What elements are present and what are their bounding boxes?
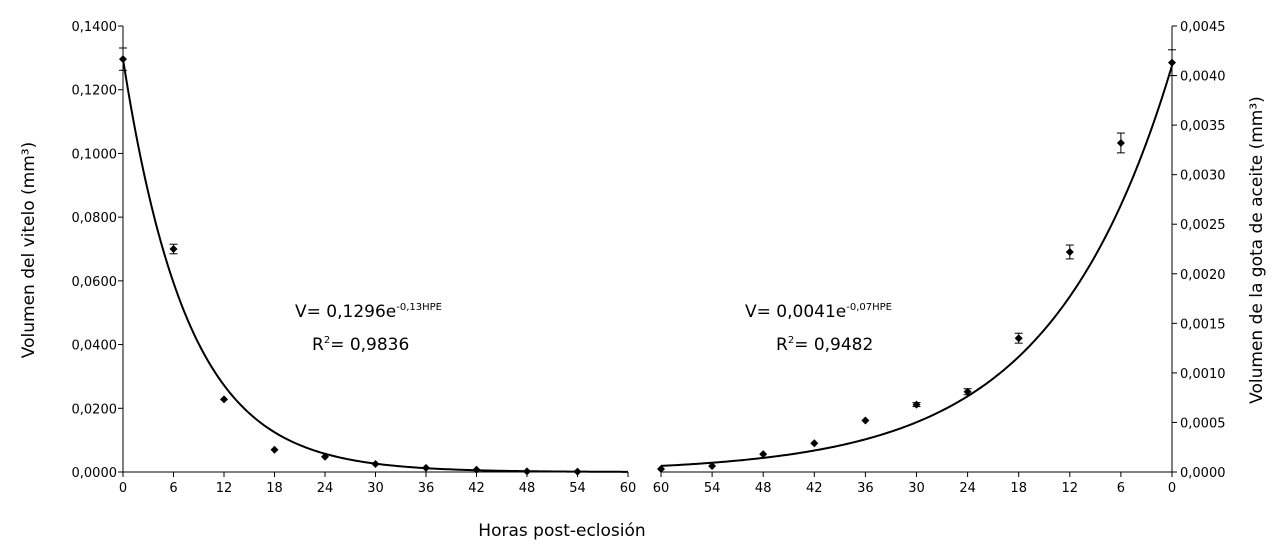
y-tick-label: 0,1400 (72, 20, 118, 35)
right-equation: V= 0,0041e-0,07HPE (745, 302, 892, 322)
x-tick-label: 54 (569, 481, 586, 496)
data-point (1168, 58, 1176, 67)
data-point (1014, 334, 1023, 343)
y-tick-label: 0,0005 (1180, 416, 1226, 431)
left-y-axis-label: Volumen del vitelo (mm³) (19, 142, 39, 358)
y-tick-label: 0,0000 (1180, 466, 1226, 481)
x-tick-label: 42 (806, 481, 823, 496)
data-point (708, 462, 717, 471)
y-tick-label: 0,0020 (1180, 268, 1226, 283)
x-tick-label: 18 (1010, 481, 1027, 496)
x-tick-label: 24 (959, 481, 976, 496)
y-tick-label: 0,1000 (72, 147, 118, 162)
data-point (472, 465, 481, 474)
x-tick-label: 0 (119, 481, 127, 496)
x-tick-label: 12 (216, 481, 233, 496)
x-tick-label: 48 (519, 481, 536, 496)
data-point (759, 450, 768, 459)
left-panel: 0,0000 0,0200 0,0400 0,0600 0,0800 0,1000 0,12… (72, 20, 637, 496)
right-panel: 0,0000 0,0005 0,0010 0,0015 0,0020 0,0025 0,00… (653, 20, 1226, 496)
data-point (169, 245, 178, 253)
y-tick-label: 0,0400 (72, 339, 118, 354)
data-point (371, 460, 380, 469)
y-tick-label: 0,0030 (1180, 169, 1226, 184)
x-tick-label: 36 (857, 481, 874, 496)
data-point (523, 467, 531, 476)
x-tick-label: 30 (908, 481, 925, 496)
x-tick-label: 30 (367, 481, 384, 496)
y-tick-label: 0,0800 (72, 211, 118, 226)
y-tick-label: 0,0040 (1180, 70, 1226, 85)
y-tick-label: 0,0045 (1180, 20, 1226, 35)
data-point (270, 445, 279, 454)
data-point (422, 463, 430, 472)
x-tick-label: 18 (266, 481, 283, 496)
x-axis-label: Horas post-eclosión (478, 521, 645, 541)
x-tick-label: 6 (169, 481, 177, 496)
y-tick-label: 0,0010 (1180, 367, 1226, 382)
y-tick-label: 0,0200 (72, 402, 118, 417)
x-tick-label: 60 (620, 481, 637, 496)
y-tick-label: 0,1200 (72, 84, 118, 99)
x-tick-label: 6 (1117, 481, 1125, 496)
fit-curve (660, 65, 1173, 467)
x-tick-label: 24 (317, 481, 334, 496)
data-point (119, 55, 127, 64)
data-point (220, 395, 228, 404)
left-equation: V= 0,1296e-0,13HPE (295, 302, 442, 322)
data-point (1065, 247, 1074, 256)
x-tick-label: 60 (653, 481, 670, 496)
right-r2: R2= 0,9482 (776, 335, 873, 355)
x-tick-label: 36 (418, 481, 435, 496)
left-r2: R2= 0,9836 (312, 335, 409, 355)
x-tick-label: 42 (468, 481, 485, 496)
x-tick-label: 48 (755, 481, 772, 496)
x-tick-label: 54 (704, 481, 721, 496)
fit-curve (122, 58, 629, 473)
data-point (810, 439, 819, 448)
data-point (657, 465, 665, 474)
data-point (1116, 138, 1125, 147)
data-point (861, 416, 870, 425)
right-y-axis-label: Volumen de la gota de aceite (mm³) (1247, 96, 1267, 404)
data-point (912, 400, 921, 409)
data-point (963, 387, 972, 396)
y-tick-label: 0,0025 (1180, 218, 1226, 233)
x-tick-label: 0 (1168, 481, 1176, 496)
y-tick-label: 0,0015 (1180, 317, 1226, 332)
y-tick-label: 0,0000 (72, 466, 118, 481)
data-point (321, 452, 329, 461)
data-point (573, 467, 582, 476)
y-tick-label: 0,0600 (72, 275, 118, 290)
x-tick-label: 12 (1062, 481, 1079, 496)
y-tick-label: 0,0035 (1180, 119, 1226, 134)
